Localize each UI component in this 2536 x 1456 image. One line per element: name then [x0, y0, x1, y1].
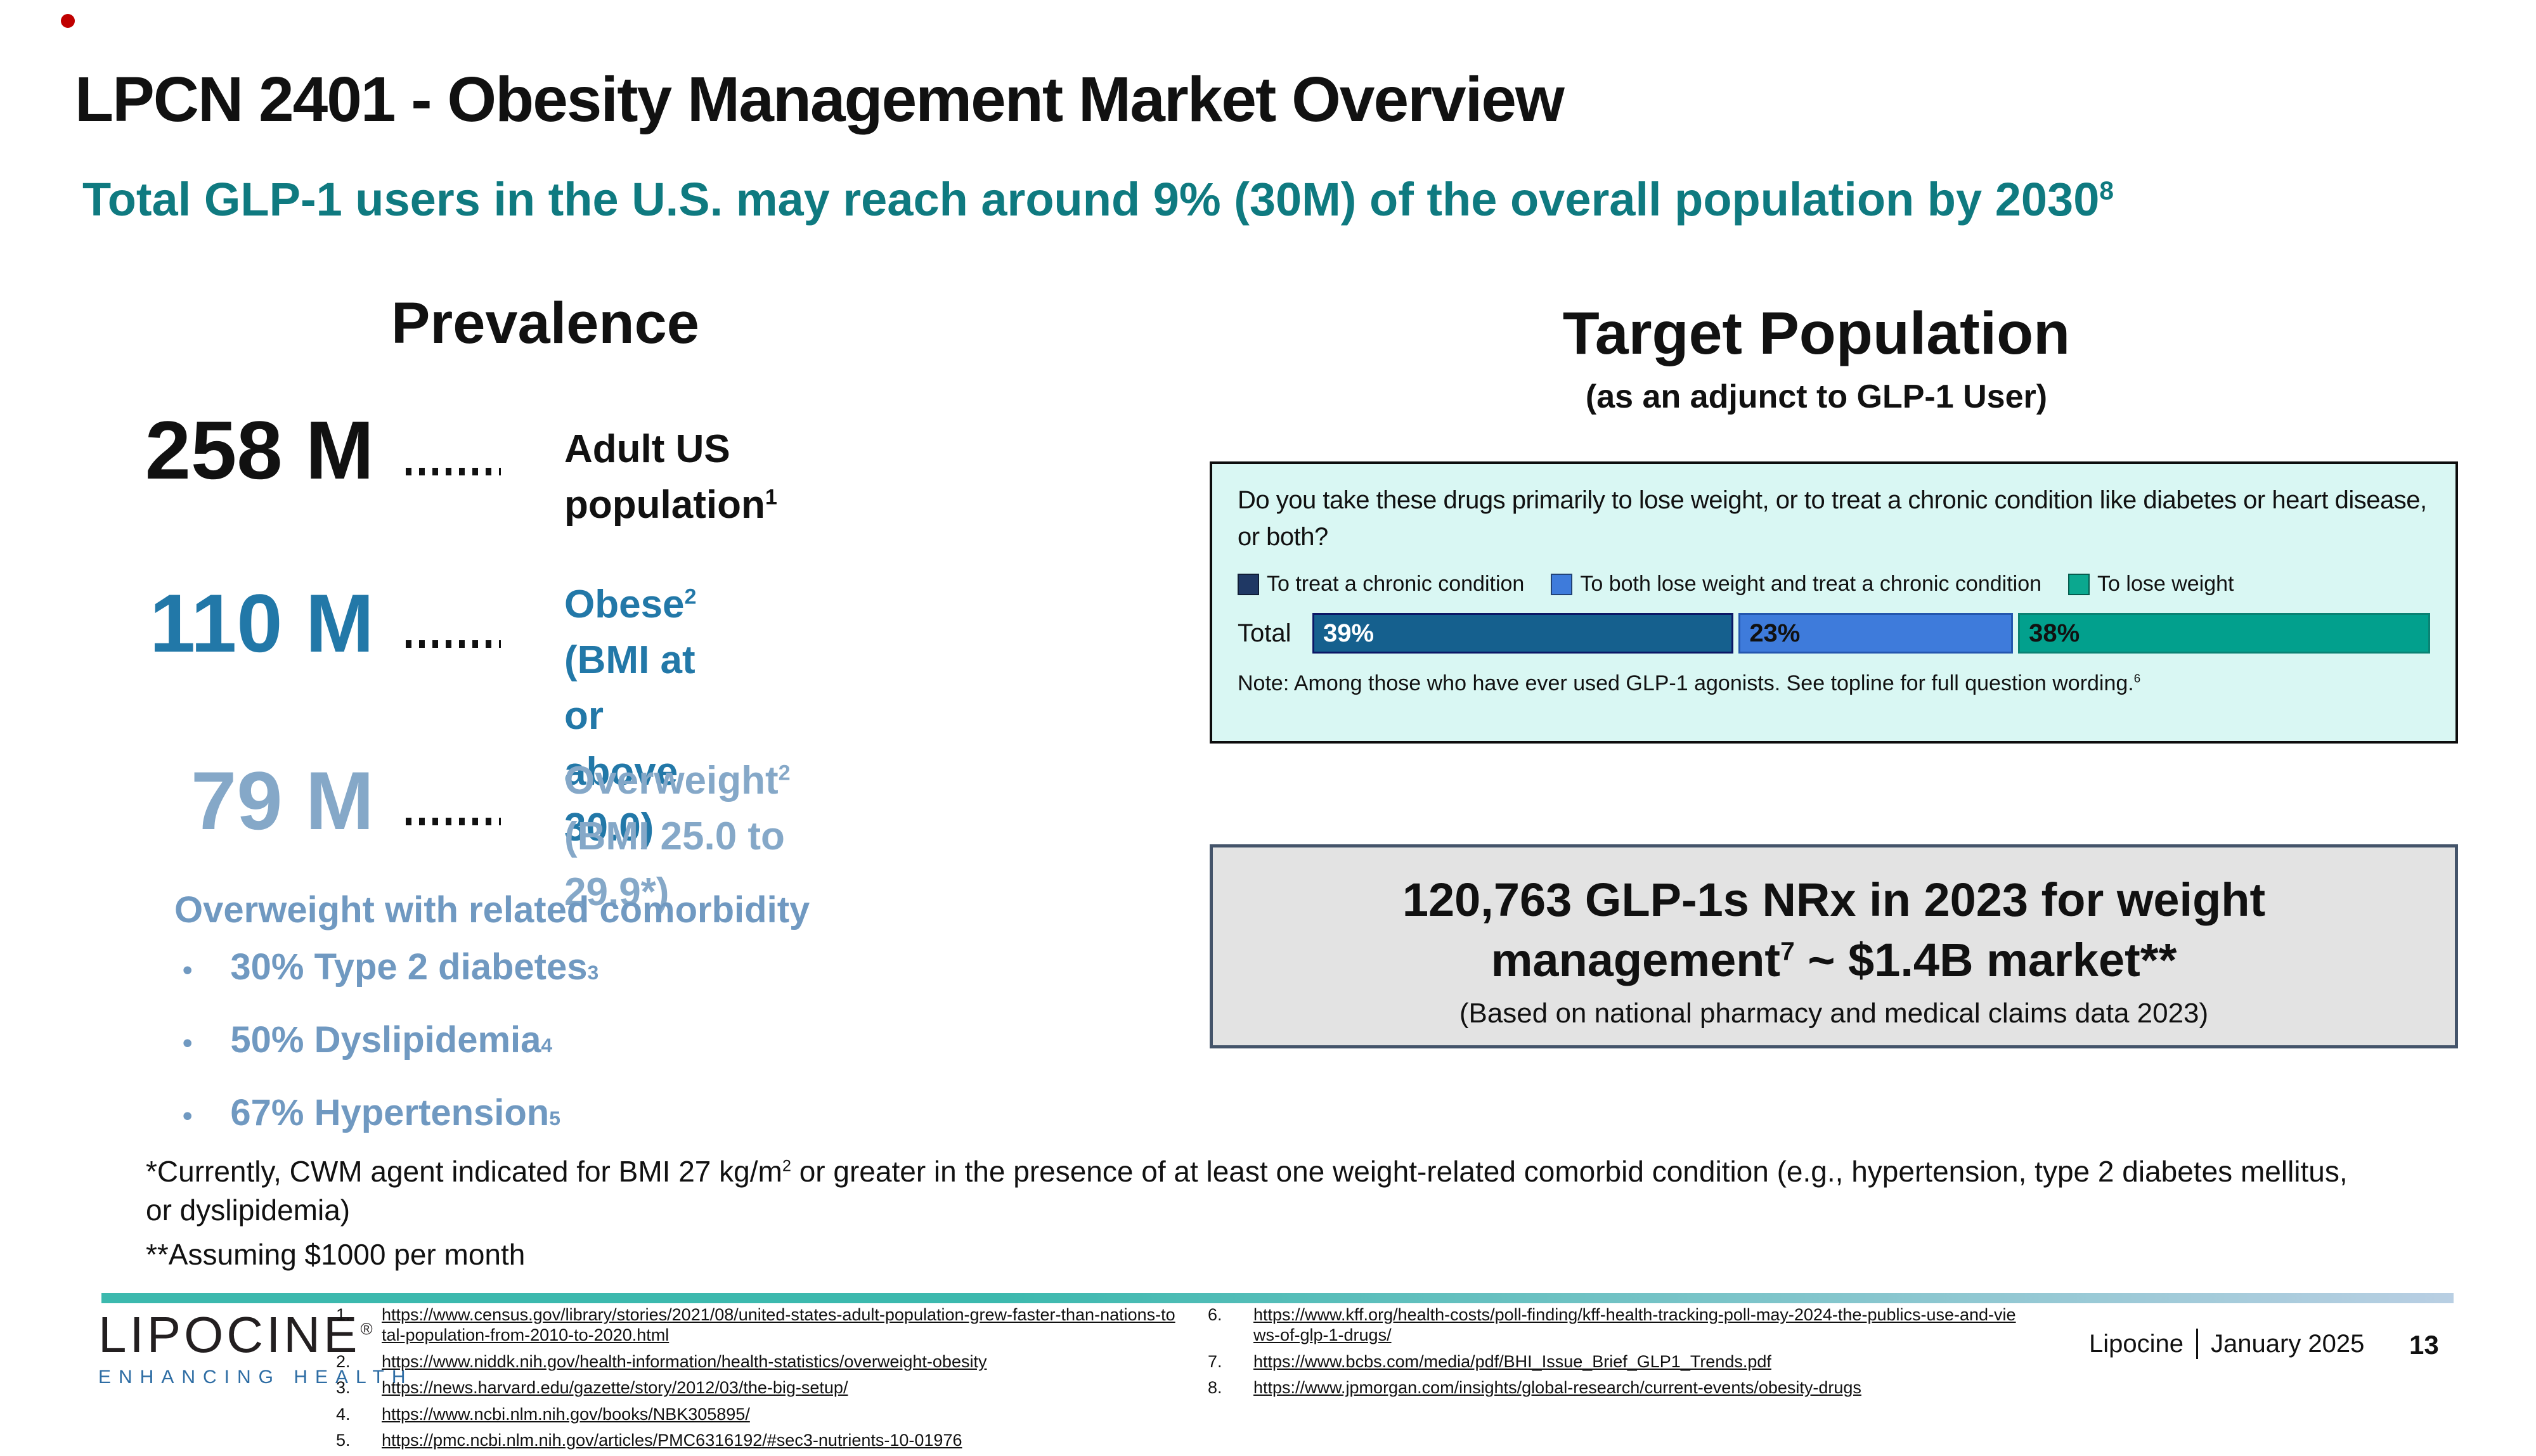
bullet-icon: • — [183, 1100, 193, 1131]
logo-tagline: ENHANCING HEALTH — [98, 1367, 413, 1388]
reference-number: 2. — [336, 1351, 351, 1371]
reference-item: 3. https://news.harvard.edu/gazette/story… — [336, 1377, 1179, 1398]
target-population-subheading: (as an adjunct to GLP-1 User) — [1585, 378, 2048, 415]
logo-wordmark: LIPOCINE® — [98, 1306, 376, 1363]
footer-date: January 2025 — [2211, 1329, 2365, 1358]
bar-segment-both: 23% — [1738, 613, 2014, 654]
slide-subtitle: Total GLP-1 users in the U.S. may reach … — [82, 172, 2114, 226]
prevalence-value: 110 M — [149, 577, 374, 669]
reference-item: 8. https://www.jpmorgan.com/insights/glob… — [1208, 1377, 2026, 1398]
reference-link[interactable]: https://www.kff.org/health-costs/poll-fi… — [1253, 1305, 2016, 1345]
subtitle-text: Total GLP-1 users in the U.S. may reach … — [82, 173, 2100, 226]
reference-item: 7. https://www.bcbs.com/media/pdf/BHI_Iss… — [1208, 1351, 2026, 1372]
legend-swatch-lose-weight — [2068, 573, 2090, 595]
comorbidity-heading: Overweight with related comorbidity — [174, 889, 810, 931]
market-size-subnote: (Based on national pharmacy and medical … — [1459, 998, 2209, 1029]
stacked-bar: 39% 23% 38% — [1312, 613, 2430, 654]
reference-number: 8. — [1208, 1378, 1222, 1398]
legend-item-both: To both lose weight and treat a chronic … — [1551, 572, 2041, 596]
reference-link[interactable]: https://www.jpmorgan.com/insights/global… — [1253, 1378, 1861, 1398]
bar-row-label: Total — [1238, 619, 1291, 647]
reference-number: 7. — [1208, 1351, 1222, 1371]
reference-number: 6. — [1208, 1305, 1222, 1324]
prevalence-label: Adult US population1 — [564, 427, 777, 527]
bullet-icon: • — [183, 955, 193, 986]
dotted-leader — [406, 818, 501, 825]
footnote-cwm: *Currently, CWM agent indicated for BMI … — [146, 1155, 2348, 1227]
bullet-icon: • — [183, 1028, 193, 1059]
footnotes: *Currently, CWM agent indicated for BMI … — [146, 1152, 2352, 1274]
reference-item: 4. https://www.ncbi.nlm.nih.gov/books/NBK… — [336, 1404, 1179, 1424]
references-column-2: 6. https://www.kff.org/health-costs/poll-… — [1208, 1305, 2026, 1404]
reference-link[interactable]: https://www.bcbs.com/media/pdf/BHI_Issue… — [1253, 1351, 1771, 1371]
references-column-1: 1. https://www.census.gov/library/stories… — [336, 1305, 1179, 1456]
reference-link[interactable]: https://pmc.ncbi.nlm.nih.gov/articles/PM… — [382, 1430, 962, 1450]
survey-chart-panel: Do you take these drugs primarily to los… — [1210, 461, 2458, 744]
survey-question: Do you take these drugs primarily to los… — [1238, 486, 2427, 551]
comorbidity-bullet-hypertension: • 67% Hypertension 5 — [183, 1092, 560, 1133]
subtitle-superscript: 8 — [2099, 176, 2114, 205]
comorbidity-bullet-dyslipidemia: • 50% Dyslipidemia 4 — [183, 1019, 553, 1060]
recording-dot-icon — [61, 14, 75, 28]
legend-swatch-both — [1551, 573, 1573, 595]
slide-footer: Lipocine January 2025 — [2089, 1329, 2364, 1359]
reference-link[interactable]: https://news.harvard.edu/gazette/story/2… — [382, 1378, 848, 1398]
target-population-heading: Target Population — [1562, 300, 2071, 367]
survey-legend: To treat a chronic condition To both los… — [1238, 572, 2430, 596]
reference-number: 5. — [336, 1430, 351, 1450]
reference-number: 4. — [336, 1404, 351, 1424]
legend-item-lose-weight: To lose weight — [2068, 572, 2234, 596]
reference-item: 1. https://www.census.gov/library/stories… — [336, 1305, 1179, 1346]
divider-bar — [101, 1293, 2454, 1303]
registered-mark-icon: ® — [360, 1319, 376, 1339]
slide-title: LPCN 2401 - Obesity Management Market Ov… — [75, 64, 1565, 135]
prevalence-label: Overweight2 (BMI 25.0 to 29.9*) — [564, 759, 791, 915]
bar-segment-lose-weight: 38% — [2018, 613, 2430, 654]
reference-link[interactable]: https://www.niddk.nih.gov/health-informa… — [382, 1351, 987, 1371]
reference-number: 3. — [336, 1378, 351, 1398]
dotted-leader — [406, 468, 501, 475]
bar-segment-chronic: 39% — [1312, 613, 1734, 654]
lipocine-logo: LIPOCINE® ENHANCING HEALTH — [98, 1306, 413, 1388]
reference-link[interactable]: https://www.ncbi.nlm.nih.gov/books/NBK30… — [382, 1404, 750, 1424]
survey-note: Note: Among those who have ever used GLP… — [1238, 671, 2141, 695]
market-size-text: 120,763 GLP-1s NRx in 2023 for weight ma… — [1402, 873, 2266, 986]
prevalence-heading: Prevalence — [391, 291, 699, 356]
reference-item: 5. https://pmc.ncbi.nlm.nih.gov/articles/… — [336, 1430, 1179, 1450]
reference-item: 2. https://www.niddk.nih.gov/health-infor… — [336, 1351, 1179, 1372]
market-size-panel: 120,763 GLP-1s NRx in 2023 for weight ma… — [1210, 844, 2458, 1048]
legend-swatch-chronic — [1238, 573, 1259, 595]
footer-separator — [2196, 1329, 2199, 1359]
footnote-assumption: **Assuming $1000 per month — [146, 1238, 526, 1272]
prevalence-value: 258 M — [145, 404, 374, 496]
reference-link[interactable]: https://www.census.gov/library/stories/2… — [382, 1305, 1175, 1345]
reference-number: 1. — [336, 1305, 351, 1324]
comorbidity-bullet-diabetes: • 30% Type 2 diabetes 3 — [183, 946, 599, 988]
survey-bar-row: Total 39% 23% 38% — [1238, 613, 2430, 654]
page-number: 13 — [2409, 1330, 2439, 1360]
prevalence-value: 79 M — [190, 754, 374, 847]
comorbidity-list: • 30% Type 2 diabetes 3 • 50% Dyslipidemia 4… — [183, 946, 598, 1164]
dotted-leader — [406, 640, 501, 648]
prevalence-label: Obese2 (BMI at or above 30.0) — [564, 583, 697, 850]
footer-company: Lipocine — [2089, 1329, 2184, 1358]
legend-item-chronic: To treat a chronic condition — [1238, 572, 1524, 596]
reference-item: 6. https://www.kff.org/health-costs/poll-… — [1208, 1305, 2026, 1346]
